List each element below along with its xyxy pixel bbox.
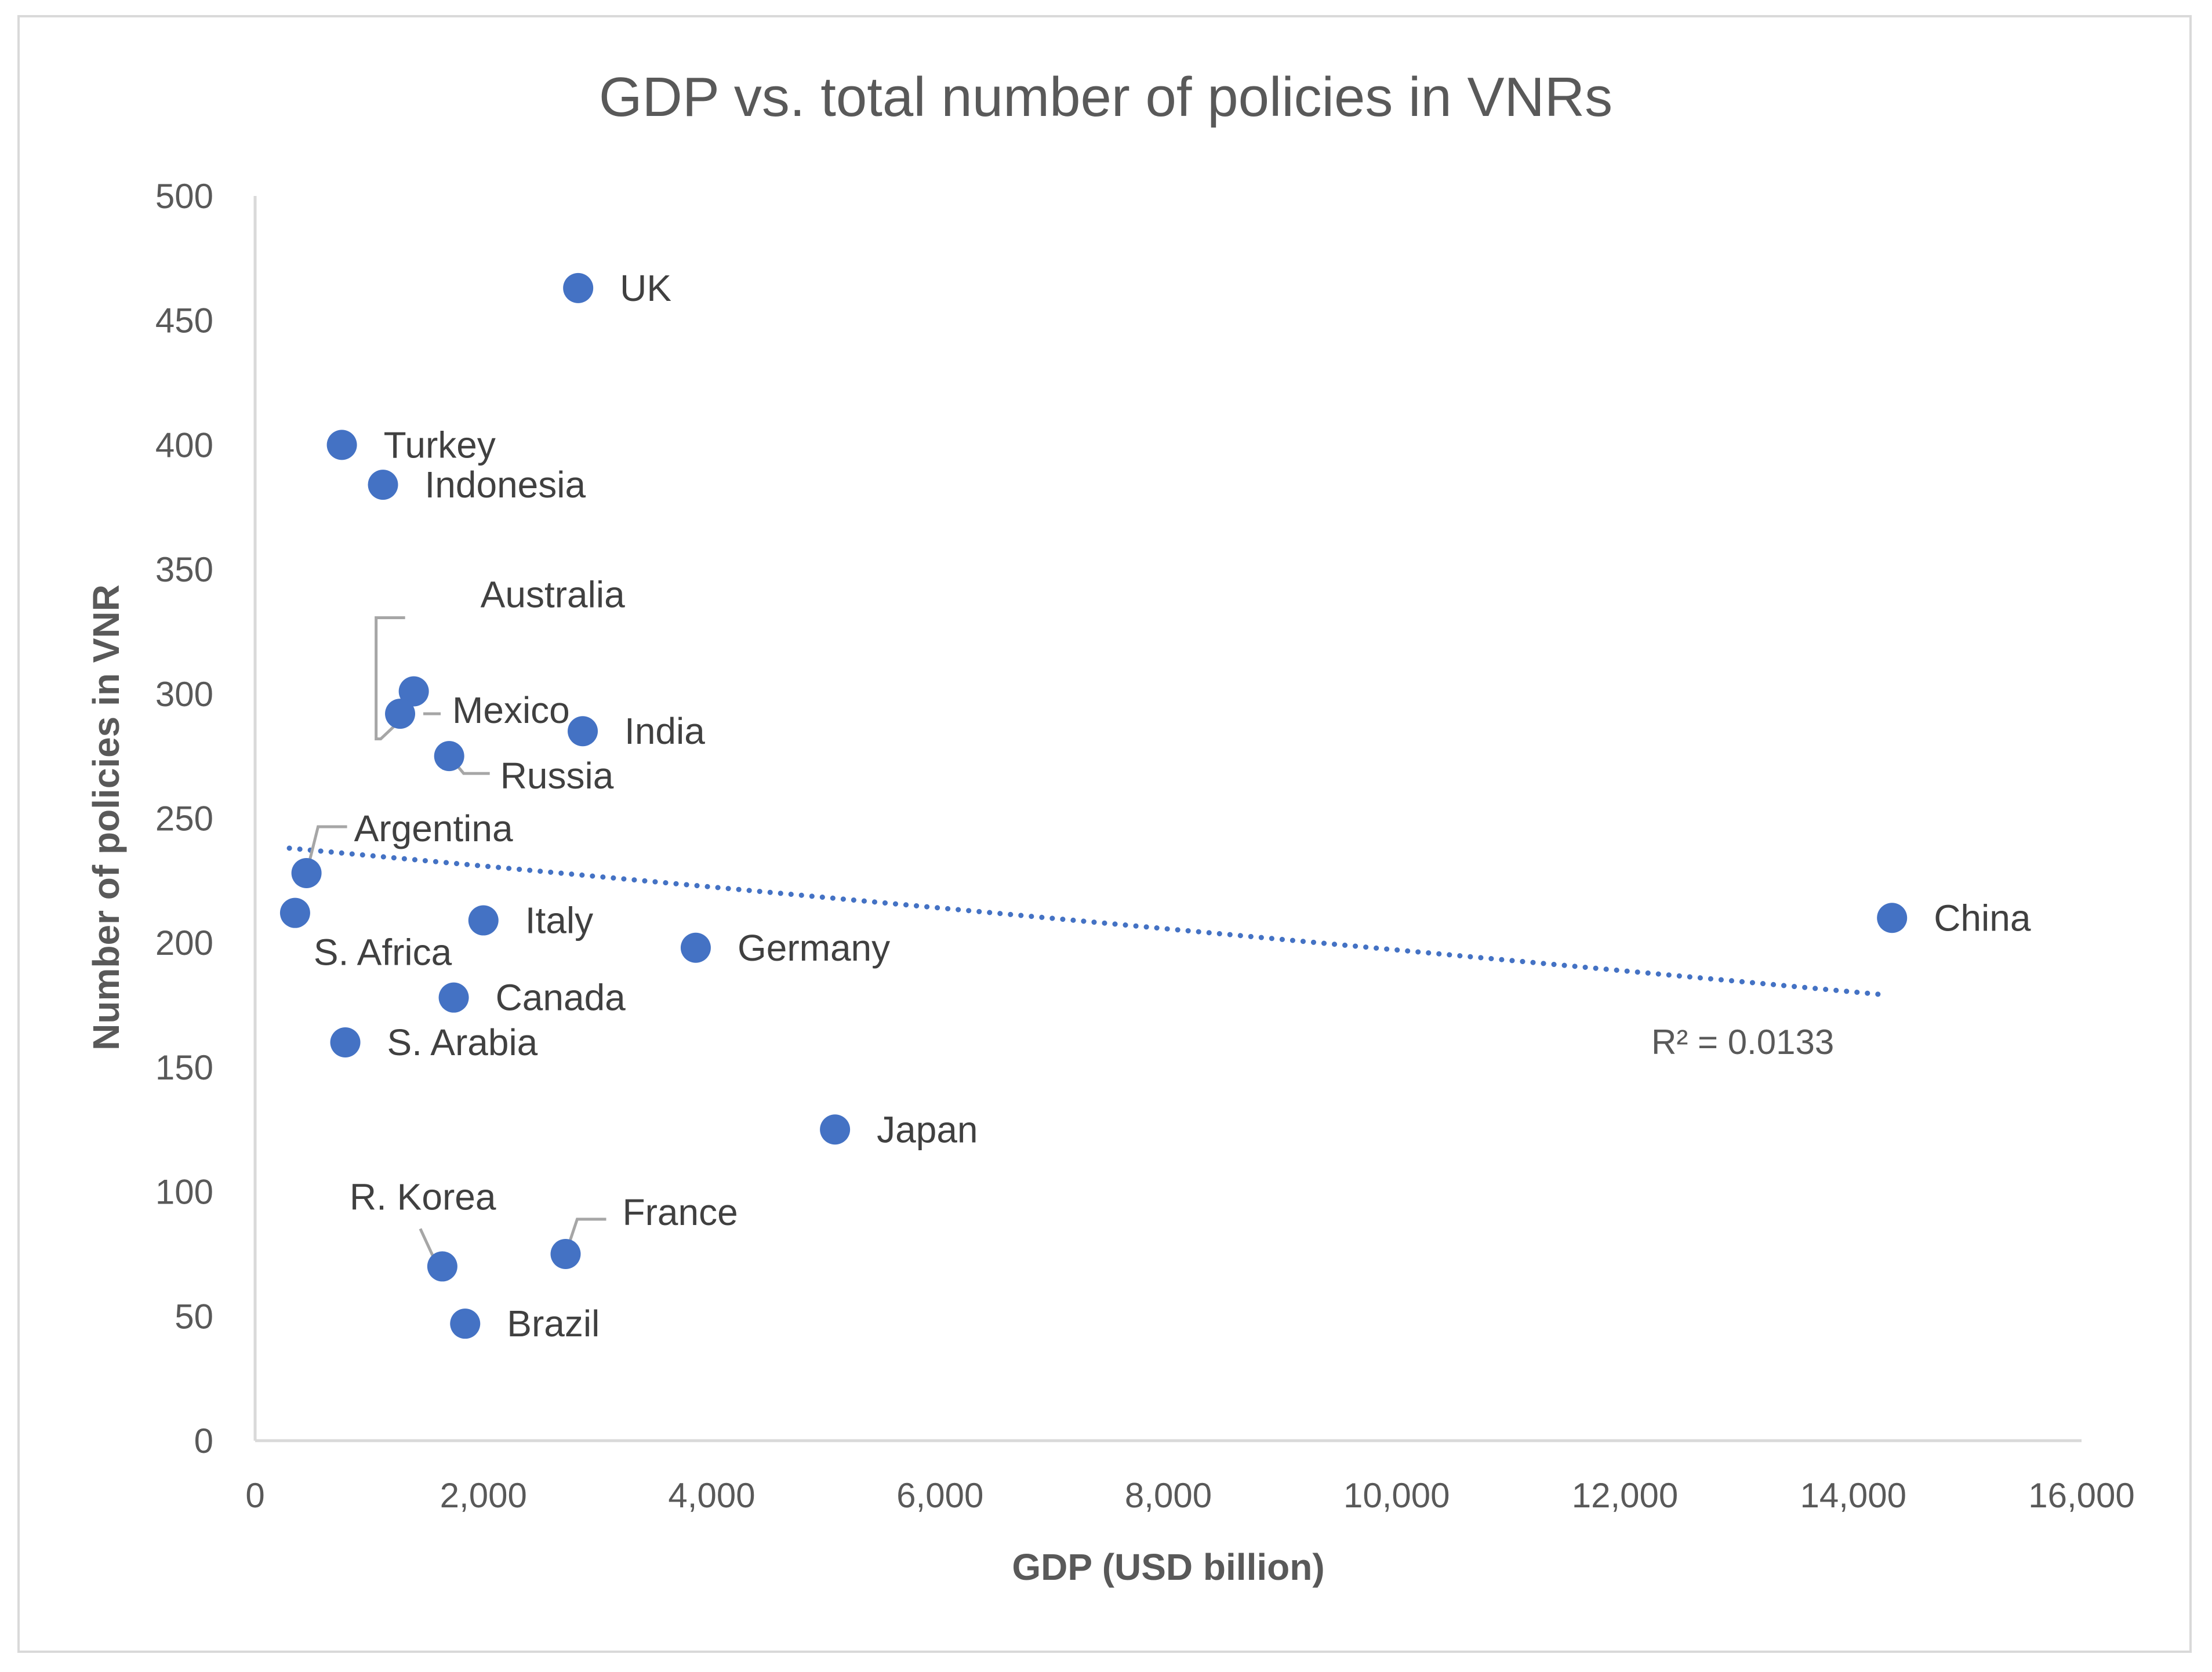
y-tick-label: 150 (155, 1048, 213, 1087)
x-tick-label: 6,000 (896, 1476, 983, 1515)
data-point (468, 905, 499, 936)
data-point (398, 676, 429, 707)
data-label: Canada (496, 977, 626, 1019)
y-tick-label: 450 (155, 301, 213, 340)
x-tick-label: 8,000 (1125, 1476, 1212, 1515)
leader-line (305, 825, 347, 874)
data-point (820, 1114, 851, 1145)
x-tick-label: 4,000 (668, 1476, 755, 1515)
data-point (385, 699, 416, 729)
data-point (434, 741, 464, 772)
data-label: Argentina (354, 808, 513, 849)
x-tick-label: 14,000 (1800, 1476, 1906, 1515)
data-label: S. Arabia (387, 1022, 538, 1063)
data-label: Japan (877, 1108, 978, 1150)
y-axis-title: Number of policies in VNR (85, 584, 127, 1051)
data-point (330, 1027, 361, 1057)
x-tick-label: 16,000 (2028, 1476, 2135, 1515)
y-tick-label: 350 (155, 550, 213, 589)
data-label: Mexico (452, 689, 570, 731)
data-point (291, 857, 322, 888)
data-label: Brazil (507, 1303, 600, 1344)
y-axis-ticks: 0 50 100 150 200 250 300 350 400 450 500 (155, 177, 213, 1460)
x-tick-label: 10,000 (1343, 1476, 1450, 1515)
data-label: Turkey (384, 424, 496, 466)
data-label: UK (620, 267, 671, 309)
data-label: R. Korea (350, 1176, 496, 1217)
x-tick-label: 0 (245, 1476, 264, 1515)
leader-line (375, 616, 412, 741)
data-points (279, 272, 1908, 1339)
data-label: Italy (525, 900, 593, 942)
x-tick-label: 2,000 (440, 1476, 527, 1515)
data-point (438, 982, 469, 1013)
data-point (368, 470, 398, 500)
data-point (563, 272, 594, 303)
data-label: Australia (481, 574, 625, 616)
y-tick-label: 300 (155, 675, 213, 714)
r-squared-label: R² = 0.0133 (1651, 1023, 1834, 1062)
data-label: India (624, 710, 705, 752)
x-axis-title: GDP (USD billion) (1012, 1546, 1324, 1588)
x-tick-label: 12,000 (1572, 1476, 1679, 1515)
data-point (427, 1251, 457, 1282)
y-tick-label: 250 (155, 799, 213, 838)
x-axis-ticks: 0 2,000 4,000 6,000 8,000 10,000 12,000 14,000 1… (245, 1476, 2134, 1515)
data-point (326, 430, 357, 460)
data-label: Russia (500, 755, 614, 797)
data-point (279, 897, 310, 928)
data-label: Indonesia (425, 464, 586, 506)
y-tick-label: 0 (194, 1422, 213, 1460)
y-tick-label: 200 (155, 924, 213, 962)
data-label: France (623, 1191, 738, 1233)
y-tick-label: 500 (155, 177, 213, 216)
data-point (450, 1308, 481, 1339)
y-tick-label: 400 (155, 426, 213, 464)
data-point (680, 932, 711, 963)
data-label: Germany (738, 927, 890, 969)
chart-frame (17, 15, 2192, 1653)
data-point (568, 716, 598, 747)
data-label: China (1934, 897, 2031, 939)
data-point (550, 1238, 581, 1269)
y-tick-label: 100 (155, 1173, 213, 1212)
data-label: S. Africa (314, 932, 452, 973)
data-point (1877, 903, 1908, 933)
y-tick-label: 50 (175, 1297, 213, 1336)
chart-title: GDP vs. total number of policies in VNRs (599, 66, 1612, 128)
